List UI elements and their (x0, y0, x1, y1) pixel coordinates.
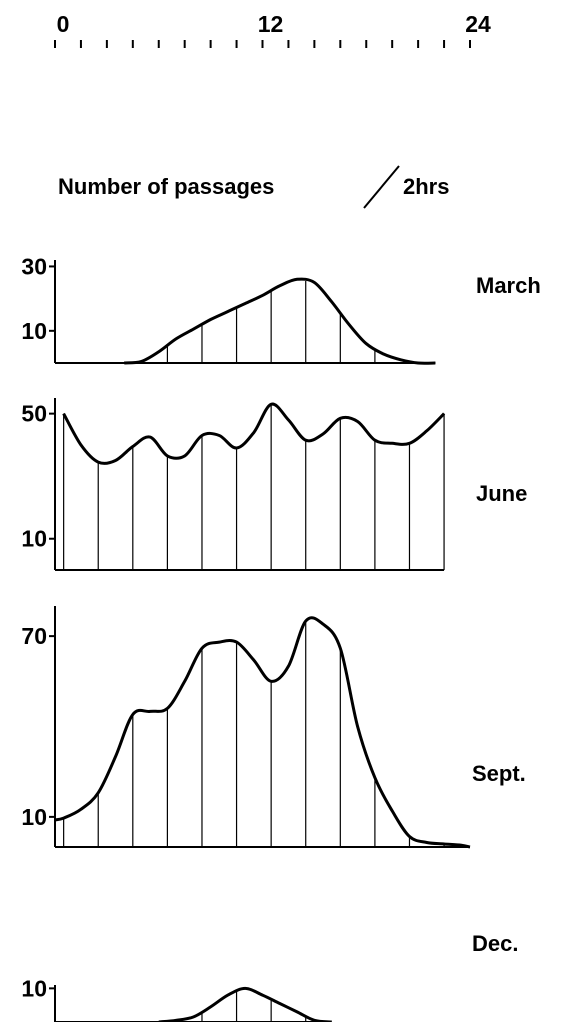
time-axis-label: 0 (57, 11, 70, 37)
series-line (54, 616, 471, 849)
title-slash (363, 165, 400, 209)
y-tick-label: 30 (21, 253, 47, 279)
y-tick-label: 50 (21, 401, 47, 427)
series-line (158, 986, 332, 1022)
month-panels: 30 10 March 50 10 June 70 10 Sept. 10 Dec. (21, 253, 541, 1022)
y-tick-label: 10 (21, 804, 47, 830)
panel-june: 50 10 June (21, 398, 527, 571)
panel-sept: 70 10 Sept. (21, 606, 526, 849)
month-label: Sept. (472, 761, 526, 786)
month-label: Dec. (472, 931, 518, 956)
time-axis-label: 12 (258, 11, 284, 37)
month-label: June (476, 481, 527, 506)
panel-march: 30 10 March (21, 253, 541, 365)
panel-dec: 10 Dec. (21, 931, 518, 1022)
time-axis: 0 12 24 (54, 11, 491, 48)
y-tick-label: 10 (21, 526, 47, 552)
series-line (124, 277, 436, 365)
chart-title: Number of passages 2hrs (58, 165, 449, 209)
title-text-left: Number of passages (58, 174, 274, 199)
month-label: March (476, 273, 541, 298)
y-tick-label: 10 (21, 318, 47, 344)
y-tick-label: 10 (21, 975, 47, 1001)
series-line (62, 402, 446, 465)
title-text-right: 2hrs (403, 174, 449, 199)
time-axis-label: 24 (465, 11, 491, 37)
y-tick-label: 70 (21, 623, 47, 649)
